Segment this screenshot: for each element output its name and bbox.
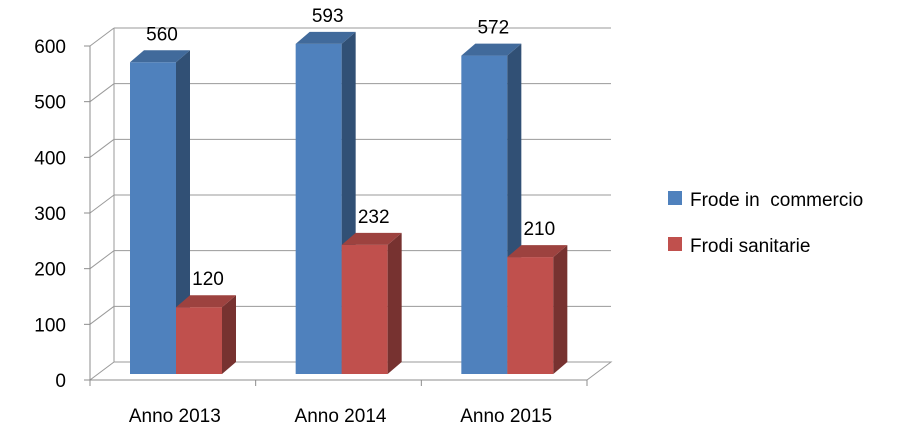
- bar-frodi-sanitarie: [507, 245, 568, 374]
- data-label: 210: [523, 219, 555, 240]
- legend-label-series-2: Frodi sanitarie: [690, 236, 810, 257]
- y-tick-label: 300: [34, 204, 66, 225]
- bar-frode-commercio: [130, 50, 190, 375]
- gridline-side: [89, 27, 115, 47]
- bar-frodi-sanitarie: [341, 232, 402, 374]
- gridline-side: [89, 138, 115, 158]
- gridline-side: [89, 305, 115, 325]
- data-label: 572: [477, 18, 509, 39]
- x-tick-label: Anno 2014: [295, 406, 387, 427]
- y-tick-label: 600: [34, 37, 66, 58]
- legend: Frode in commercio Frodi sanitarie: [668, 190, 863, 257]
- y-tick-label: 100: [34, 315, 66, 336]
- legend-swatch-series-2: [668, 237, 682, 251]
- data-label: 232: [358, 207, 390, 228]
- gridline-side: [89, 194, 115, 214]
- y-tick-label: 200: [34, 260, 66, 281]
- gridlines: [89, 27, 611, 325]
- data-label: 120: [192, 269, 224, 290]
- bar-frodi-sanitarie: [176, 295, 236, 374]
- data-label: 560: [146, 24, 178, 45]
- gridline-side: [89, 250, 115, 270]
- x-axis-ticks: Anno 2013 Anno 2014 Anno 2015: [89, 380, 588, 427]
- x-tick-label: Anno 2015: [460, 406, 552, 427]
- x-tick-label: Anno 2013: [129, 406, 221, 427]
- gridline-side: [89, 83, 115, 103]
- y-tick-label: 400: [34, 148, 66, 169]
- y-tick-label: 0: [55, 371, 66, 392]
- y-axis-ticks: 0 100 200 300 400 500 600: [34, 37, 90, 392]
- legend-swatch-series-1: [668, 191, 682, 205]
- bars: 560 120 593 232 572 210: [130, 6, 568, 375]
- y-tick-label: 500: [34, 93, 66, 114]
- data-label: 593: [312, 6, 344, 27]
- legend-label-series-1: Frode in commercio: [690, 190, 863, 211]
